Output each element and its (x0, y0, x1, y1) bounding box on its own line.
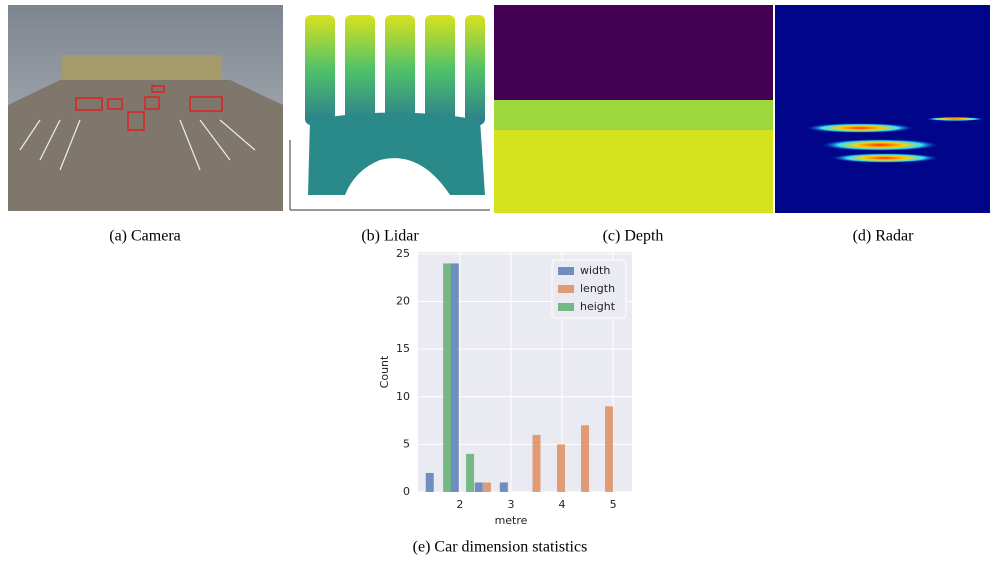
legend-label: height (580, 300, 616, 313)
lidar-image (290, 15, 490, 210)
x-tick-label: 4 (559, 498, 566, 511)
x-tick-label: 2 (456, 498, 463, 511)
figure: (a) Camera (b) Lidar (c) Depth (d) Radar… (0, 0, 1000, 562)
y-tick-label: 20 (396, 295, 410, 308)
legend-label: width (580, 264, 610, 277)
legend-swatch (558, 267, 574, 275)
bar (581, 425, 589, 492)
bar (557, 444, 565, 492)
depth-image (494, 5, 773, 213)
y-tick-label: 10 (396, 390, 410, 403)
y-axis-label: Count (378, 355, 391, 388)
x-tick-label: 5 (610, 498, 617, 511)
bar (475, 482, 483, 492)
bar (466, 454, 474, 492)
legend-swatch (558, 285, 574, 293)
caption: (a) Camera (109, 228, 181, 245)
bar (451, 263, 459, 492)
bar (483, 482, 491, 492)
y-tick-label: 5 (403, 437, 410, 450)
y-tick-label: 0 (403, 485, 410, 498)
bar (443, 263, 451, 492)
legend-label: length (580, 282, 615, 295)
caption: (d) Radar (853, 228, 915, 245)
caption: (c) Depth (603, 228, 664, 245)
y-tick-label: 15 (396, 342, 410, 355)
radar-image (775, 5, 990, 213)
x-tick-label: 3 (507, 498, 514, 511)
bar (605, 406, 613, 492)
y-tick-label: 25 (396, 247, 410, 260)
camera-image (8, 5, 283, 211)
caption: (b) Lidar (361, 228, 419, 245)
x-axis-label: metre (495, 514, 528, 527)
caption: (e) Car dimension statistics (413, 539, 588, 556)
legend-swatch (558, 303, 574, 311)
bar (500, 482, 508, 492)
bar (426, 473, 434, 492)
page: (a) Camera (b) Lidar (c) Depth (d) Radar… (0, 0, 1000, 562)
bar (532, 435, 540, 492)
